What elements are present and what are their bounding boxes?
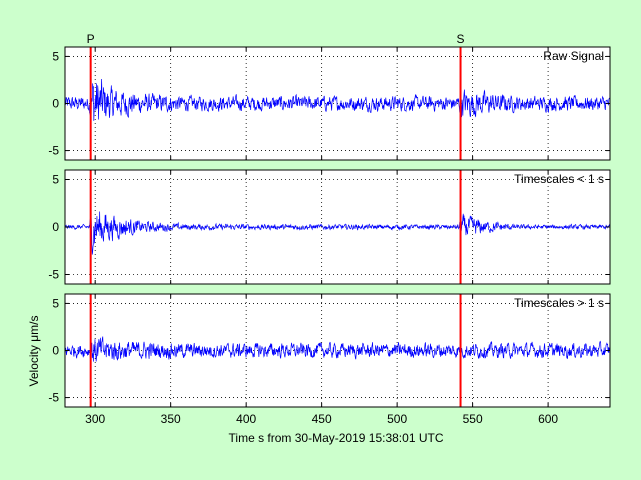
phase-label-p: P [87, 32, 95, 46]
x-tick-label: 300 [85, 412, 105, 426]
signal-trace [64, 211, 611, 255]
y-tick-label: -5 [48, 391, 59, 405]
panel-title: Raw Signal [543, 49, 604, 63]
panel-title: Timescales < 1 s [514, 172, 604, 186]
x-tick-label: 500 [387, 412, 407, 426]
y-tick-label: 0 [52, 220, 59, 234]
y-tick-label: 0 [52, 344, 59, 358]
x-tick-label: 400 [236, 412, 256, 426]
panel-2: -5 0 5 Timescales < 1 s [48, 169, 611, 285]
x-tick-label: 350 [161, 412, 181, 426]
y-tick-label: 5 [52, 173, 59, 187]
y-tick-label: -5 [48, 144, 59, 158]
y-axis-label: Velocity μm/s [27, 316, 41, 387]
phase-label-s: S [457, 32, 465, 46]
panel-1: P S -5 0 5 Raw Signal [48, 32, 611, 161]
y-tick-label: 5 [52, 49, 59, 63]
panel-3: -5 0 5 300 350 400 450 500 550 600 Timescales > 1 … [48, 293, 611, 426]
panel-title: Timescales > 1 s [514, 296, 604, 310]
x-axis-label: Time s from 30-May-2019 15:38:01 UTC [229, 431, 444, 445]
signal-trace [64, 336, 611, 362]
y-tick-label: 5 [52, 296, 59, 310]
y-tick-label: 0 [52, 97, 59, 111]
x-tick-label: 450 [312, 412, 332, 426]
x-tick-label: 600 [538, 412, 558, 426]
panels-group: P S -5 0 5 Raw Signal -5 0 5 Timescales < 1 s -5 0 5… [48, 32, 611, 426]
y-tick-label: -5 [48, 268, 59, 282]
x-tick-label: 550 [463, 412, 483, 426]
signal-trace [64, 79, 611, 121]
